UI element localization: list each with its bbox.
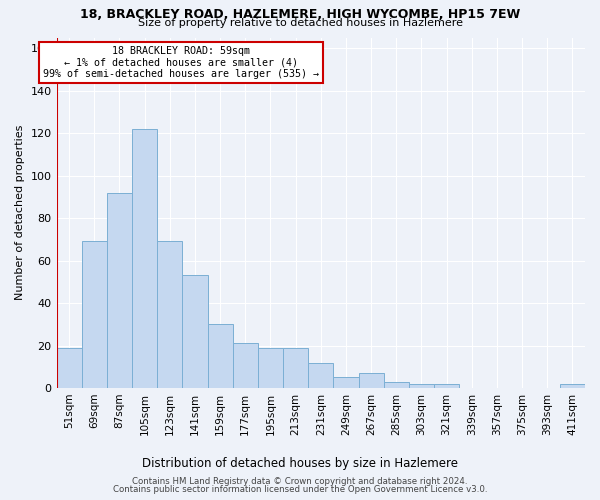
Bar — [157, 242, 182, 388]
Bar — [334, 378, 359, 388]
Bar — [107, 192, 132, 388]
Text: Contains HM Land Registry data © Crown copyright and database right 2024.: Contains HM Land Registry data © Crown c… — [132, 477, 468, 486]
Bar — [182, 276, 208, 388]
Text: Distribution of detached houses by size in Hazlemere: Distribution of detached houses by size … — [142, 458, 458, 470]
Bar — [258, 348, 283, 388]
Bar — [409, 384, 434, 388]
Bar — [283, 348, 308, 388]
Bar — [359, 373, 383, 388]
Bar — [383, 382, 409, 388]
Text: 18 BRACKLEY ROAD: 59sqm
← 1% of detached houses are smaller (4)
99% of semi-deta: 18 BRACKLEY ROAD: 59sqm ← 1% of detached… — [43, 46, 319, 80]
Bar — [82, 242, 107, 388]
Bar — [132, 129, 157, 388]
Bar — [434, 384, 459, 388]
Bar — [308, 362, 334, 388]
Bar — [560, 384, 585, 388]
Bar — [56, 348, 82, 388]
Y-axis label: Number of detached properties: Number of detached properties — [15, 125, 25, 300]
Text: 18, BRACKLEY ROAD, HAZLEMERE, HIGH WYCOMBE, HP15 7EW: 18, BRACKLEY ROAD, HAZLEMERE, HIGH WYCOM… — [80, 8, 520, 20]
Text: Contains public sector information licensed under the Open Government Licence v3: Contains public sector information licen… — [113, 485, 487, 494]
Bar — [208, 324, 233, 388]
Text: Size of property relative to detached houses in Hazlemere: Size of property relative to detached ho… — [137, 18, 463, 28]
Bar — [233, 344, 258, 388]
